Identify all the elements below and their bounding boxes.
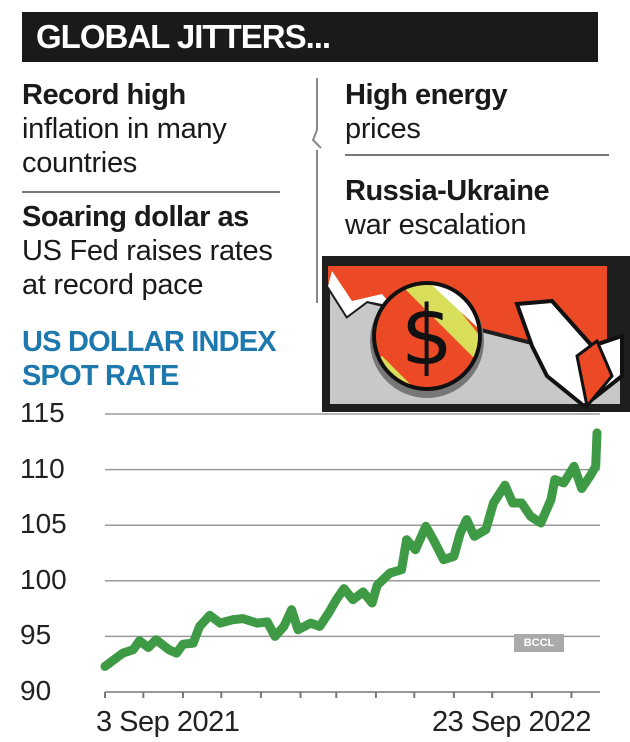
page-title: GLOBAL JITTERS...: [36, 18, 331, 55]
series-line: [100, 428, 602, 671]
divider: [22, 191, 280, 193]
point-text: prices: [345, 113, 421, 145]
point-dollar: Soaring dollar as US Fed raises rates at…: [22, 200, 312, 302]
chart-title-line: US DOLLAR INDEX: [22, 326, 277, 358]
point-energy: High energy prices: [345, 78, 615, 146]
point-text: inflation in many: [22, 113, 227, 145]
y-tick-label: 115: [20, 397, 65, 428]
point-war: Russia-Ukraine war escalation: [345, 174, 615, 242]
dollar-coin-pointing-hand-icon: $: [322, 256, 630, 412]
y-tick-label: 100: [20, 563, 67, 595]
point-heading: Soaring dollar as: [22, 201, 249, 233]
x-tick-label-start: 3 Sep 2021: [96, 706, 240, 738]
point-text: war escalation: [345, 209, 527, 241]
watermark: BCCL: [514, 634, 564, 652]
point-heading: Russia-Ukraine: [345, 175, 550, 207]
title-bar: GLOBAL JITTERS...: [22, 12, 598, 62]
point-inflation: Record high inflation in many countries: [22, 78, 280, 180]
divider: [345, 154, 609, 156]
point-text: countries: [22, 147, 137, 179]
dollar-symbol: $: [401, 289, 453, 384]
y-tick-label: 95: [20, 619, 52, 651]
y-tick-label: 110: [20, 452, 65, 484]
bracket-divider: [311, 78, 322, 303]
chart-title-line: SPOT RATE: [22, 360, 179, 392]
x-tick-label-end: 23 Sep 2022: [432, 706, 591, 738]
y-tick-label: 105: [20, 508, 67, 540]
point-text: US Fed raises rates: [22, 235, 273, 267]
chart-title: US DOLLAR INDEX SPOT RATE: [22, 325, 277, 393]
point-heading: Record high: [22, 79, 186, 111]
y-tick-label: 90: [20, 675, 52, 706]
point-text: at record pace: [22, 269, 204, 301]
point-heading: High energy: [345, 79, 508, 111]
